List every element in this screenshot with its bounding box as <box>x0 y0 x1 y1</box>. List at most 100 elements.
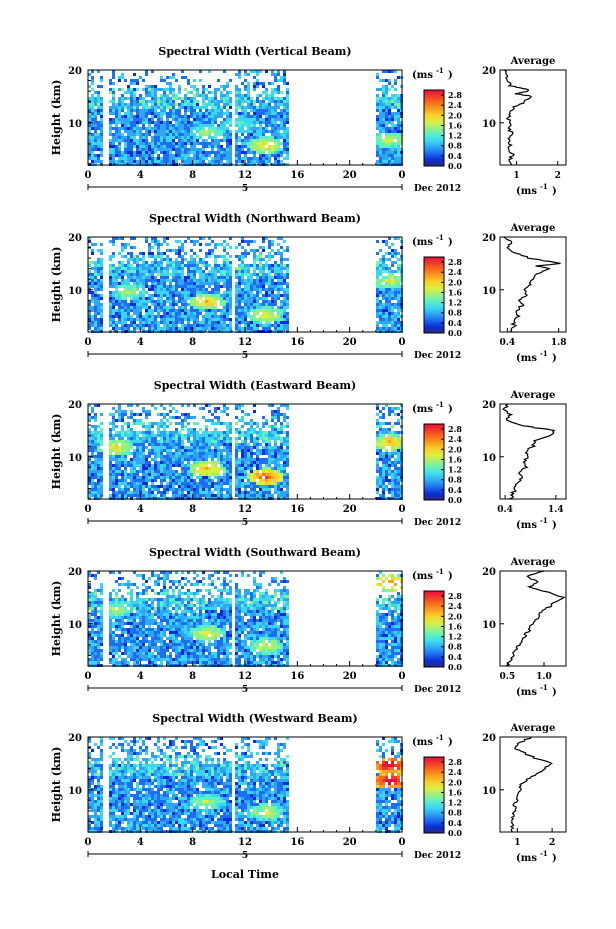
heatmap-cell <box>214 431 217 434</box>
x-tick-label: 8 <box>189 170 196 181</box>
heatmap-cell <box>223 258 226 261</box>
heatmap-cell <box>154 440 157 443</box>
heatmap-cell <box>145 91 148 94</box>
heatmap-cell <box>166 452 169 455</box>
heatmap-cell <box>100 324 103 327</box>
heatmap-cell <box>277 315 280 318</box>
heatmap-cell <box>286 282 289 285</box>
heatmap-cell <box>118 133 121 136</box>
heatmap-cell <box>181 264 184 267</box>
heatmap-cell <box>157 476 160 479</box>
heatmap-cell <box>247 288 250 291</box>
heatmap-cell <box>256 324 259 327</box>
heatmap-cell <box>109 428 112 431</box>
heatmap-cell <box>112 485 115 488</box>
heatmap-cell <box>142 145 145 148</box>
heatmap-cell <box>175 482 178 485</box>
heatmap-cell <box>202 327 205 330</box>
heatmap-cell <box>130 109 133 112</box>
heatmap-cell <box>151 136 154 139</box>
heatmap-cell <box>163 306 166 309</box>
heatmap-cell <box>397 109 400 112</box>
heatmap-cell <box>97 261 100 264</box>
heatmap-cell <box>109 473 112 476</box>
heatmap-cell <box>190 416 193 419</box>
heatmap-cell <box>397 270 400 273</box>
heatmap-cell <box>277 148 280 151</box>
heatmap-cell <box>229 112 232 115</box>
heatmap-cell <box>100 318 103 321</box>
heatmap-cell <box>91 142 94 145</box>
heatmap-cell <box>118 282 121 285</box>
y-tick-label: 20 <box>68 233 82 244</box>
heatmap-cell <box>262 249 265 252</box>
heatmap-cell <box>226 458 229 461</box>
heatmap-cell <box>199 321 202 324</box>
heatmap-cell <box>286 306 289 309</box>
heatmap-cell <box>118 491 121 494</box>
heatmap-cell <box>199 443 202 446</box>
heatmap-cell <box>139 321 142 324</box>
heatmap-cell <box>226 127 229 130</box>
heatmap-cell <box>220 157 223 160</box>
heatmap-cell <box>136 458 139 461</box>
heatmap-cell <box>190 470 193 473</box>
heatmap-cell <box>241 416 244 419</box>
heatmap-cell <box>223 255 226 258</box>
heatmap-cell <box>244 488 247 491</box>
heatmap-cell <box>268 157 271 160</box>
heatmap-cell <box>226 446 229 449</box>
heatmap-cell <box>121 109 124 112</box>
heatmap-cell <box>175 261 178 264</box>
heatmap-cell <box>229 455 232 458</box>
heatmap-cell <box>160 279 163 282</box>
heatmap-cell <box>376 252 379 255</box>
heatmap-cell <box>265 261 268 264</box>
heatmap-cell <box>397 136 400 139</box>
heatmap-cell <box>160 118 163 121</box>
heatmap-cell <box>145 485 148 488</box>
heatmap-cell <box>130 151 133 154</box>
heatmap-cell <box>184 160 187 163</box>
heatmap-cell <box>175 121 178 124</box>
heatmap-cell <box>250 324 253 327</box>
heatmap-cell <box>235 270 238 273</box>
heatmap-cell <box>220 264 223 267</box>
heatmap-cell <box>163 479 166 482</box>
heatmap-cell <box>211 467 214 470</box>
heatmap-cell <box>394 133 397 136</box>
heatmap-cell <box>118 136 121 139</box>
heatmap-cell <box>214 494 217 497</box>
heatmap-cell <box>100 422 103 425</box>
heatmap-cell <box>262 318 265 321</box>
heatmap-cell <box>199 285 202 288</box>
heatmap-cell <box>91 112 94 115</box>
heatmap-cell <box>280 115 283 118</box>
heatmap-cell <box>148 476 151 479</box>
heatmap-cell <box>160 115 163 118</box>
heatmap-cell <box>109 255 112 258</box>
heatmap-cell <box>208 449 211 452</box>
heatmap-cell <box>133 467 136 470</box>
heatmap-cell <box>148 145 151 148</box>
heatmap-cell <box>265 291 268 294</box>
heatmap-cell <box>271 300 274 303</box>
heatmap-cell <box>286 118 289 121</box>
heatmap-cell <box>379 279 382 282</box>
heatmap-cell <box>247 413 250 416</box>
heatmap-cell <box>268 106 271 109</box>
heatmap-cell <box>379 112 382 115</box>
heatmap-cell <box>202 473 205 476</box>
heatmap-cell <box>121 461 124 464</box>
heatmap-cell <box>238 276 241 279</box>
heatmap-cell <box>94 276 97 279</box>
heatmap-cell <box>112 327 115 330</box>
heatmap-cell <box>256 136 259 139</box>
heatmap-cell <box>121 249 124 252</box>
heatmap-cell <box>265 318 268 321</box>
heatmap-cell <box>382 91 385 94</box>
heatmap-cell <box>142 443 145 446</box>
heatmap-cell <box>142 124 145 127</box>
heatmap-cell <box>283 315 286 318</box>
heatmap-cell <box>151 142 154 145</box>
